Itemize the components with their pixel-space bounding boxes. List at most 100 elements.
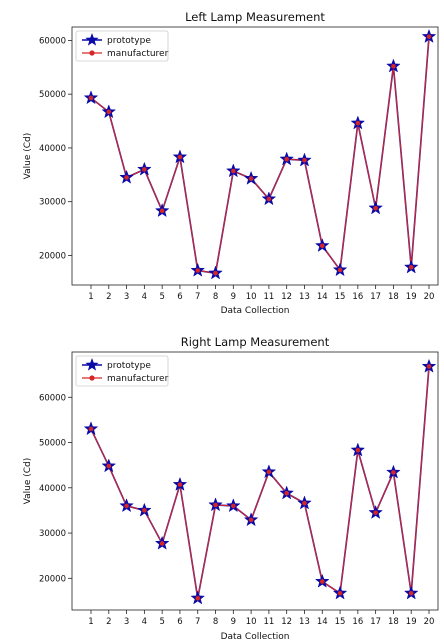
x-tick-label: 7 [195, 292, 200, 302]
manufacturer-point [124, 175, 129, 180]
x-tick-label: 6 [177, 292, 182, 302]
x-tick-label: 14 [317, 292, 328, 302]
x-tick-label: 1 [88, 292, 93, 302]
x-tick-label: 4 [142, 617, 147, 627]
manufacturer-point [142, 167, 147, 172]
x-tick-label: 11 [263, 617, 274, 627]
x-tick-label: 20 [424, 292, 435, 302]
x-tick-label: 10 [246, 617, 257, 627]
y-tick-label: 40000 [39, 144, 66, 154]
y-tick-label: 30000 [39, 529, 66, 539]
manufacturer-point [373, 510, 378, 515]
y-tick-label: 60000 [39, 36, 66, 46]
manufacturer-point [106, 109, 112, 115]
manufacturer-point [355, 120, 361, 126]
legend-label-prototype: prototype [107, 361, 151, 371]
x-tick-label: 2 [106, 617, 111, 627]
manufacturer-point [337, 590, 343, 596]
x-tick-label: 16 [352, 292, 363, 302]
manufacturer-point [159, 208, 165, 214]
legend-circle-icon [89, 375, 95, 381]
x-tick-label: 6 [177, 617, 182, 627]
manufacturer-point [213, 270, 218, 276]
manufacturer-point [408, 590, 414, 596]
series-line-prototype [90, 366, 430, 599]
x-tick-label: 5 [159, 292, 164, 302]
legend-circle-icon [89, 50, 95, 56]
manufacturer-point [266, 196, 272, 202]
manufacturer-point [319, 579, 325, 584]
x-tick-label: 19 [406, 292, 417, 302]
manufacturer-point [266, 469, 272, 475]
manufacturer-point [124, 503, 129, 509]
y-tick-label: 20000 [39, 574, 66, 584]
manufacturer-point [248, 517, 254, 523]
manufacturer-point [284, 156, 289, 162]
legend: prototype manufacturer [75, 355, 169, 387]
manufacturer-point [88, 95, 94, 101]
series-line-prototype [90, 36, 430, 275]
legend: prototype manufacturer [75, 30, 169, 62]
x-tick-label: 13 [299, 617, 310, 627]
manufacturer-point [88, 426, 94, 432]
legend-star-icon [85, 33, 99, 46]
manufacturer-point [248, 176, 254, 181]
manufacturer-point [426, 364, 432, 369]
manufacturer-point [195, 595, 201, 601]
x-tick-label: 18 [388, 617, 399, 627]
y-tick-label: 30000 [39, 198, 66, 208]
x-tick-label: 3 [124, 292, 129, 302]
plot-frame [71, 351, 439, 611]
x-tick-label: 15 [335, 292, 346, 302]
chart-title: Left Lamp Measurement [185, 10, 325, 24]
manufacturer-point [106, 463, 112, 469]
y-axis-label: Value (Cd) [23, 133, 33, 180]
x-tick-label: 14 [317, 617, 328, 627]
y-tick-label: 60000 [39, 393, 66, 403]
x-tick-label: 15 [335, 617, 346, 627]
chart-panel-1: Left Lamp Measurement 20000 30000 40000 5000… [23, 10, 439, 316]
x-tick-label: 4 [142, 292, 147, 302]
x-tick-label: 8 [213, 617, 218, 627]
x-tick-label: 1 [88, 617, 93, 627]
x-tick-label: 19 [406, 617, 417, 627]
manufacturer-point [426, 34, 432, 39]
manufacturer-point [231, 168, 236, 174]
x-tick-label: 7 [195, 617, 200, 627]
manufacturer-point [391, 63, 396, 69]
y-axis-label: Value (Cd) [23, 458, 33, 505]
legend-label-manufacturer: manufacturer [107, 49, 169, 59]
manufacturer-point [337, 267, 343, 273]
manufacturer-point [373, 205, 378, 211]
manufacturer-point [159, 541, 165, 546]
manufacturer-point [195, 268, 201, 273]
chart-panel-2: Right Lamp Measurement 20000 30000 40000 500… [23, 335, 439, 642]
x-tick-label: 13 [299, 292, 310, 302]
x-tick-label: 8 [213, 292, 218, 302]
x-axis-label: Data Collection [221, 632, 290, 642]
legend-label-prototype: prototype [107, 36, 151, 46]
x-tick-label: 10 [246, 292, 257, 302]
x-tick-label: 20 [424, 617, 435, 627]
chart-title: Right Lamp Measurement [181, 335, 330, 349]
manufacturer-point [177, 482, 183, 487]
x-tick-label: 2 [106, 292, 111, 302]
manufacturer-point [302, 158, 307, 163]
manufacturer-point [319, 243, 325, 249]
x-tick-label: 9 [231, 292, 236, 302]
manufacturer-point [284, 490, 289, 496]
x-tick-label: 3 [124, 617, 129, 627]
manufacturer-point [408, 264, 414, 270]
y-tick-label: 50000 [39, 90, 66, 100]
manufacturer-point [231, 503, 236, 509]
x-tick-label: 17 [370, 292, 381, 302]
y-tick-label: 40000 [39, 484, 66, 494]
x-tick-label: 18 [388, 292, 399, 302]
manufacturer-point [142, 508, 147, 513]
x-tick-label: 12 [281, 292, 292, 302]
series-line-manufacturer [90, 366, 430, 599]
y-tick-label: 50000 [39, 439, 66, 449]
manufacturer-point [391, 470, 396, 475]
x-tick-label: 12 [281, 617, 292, 627]
